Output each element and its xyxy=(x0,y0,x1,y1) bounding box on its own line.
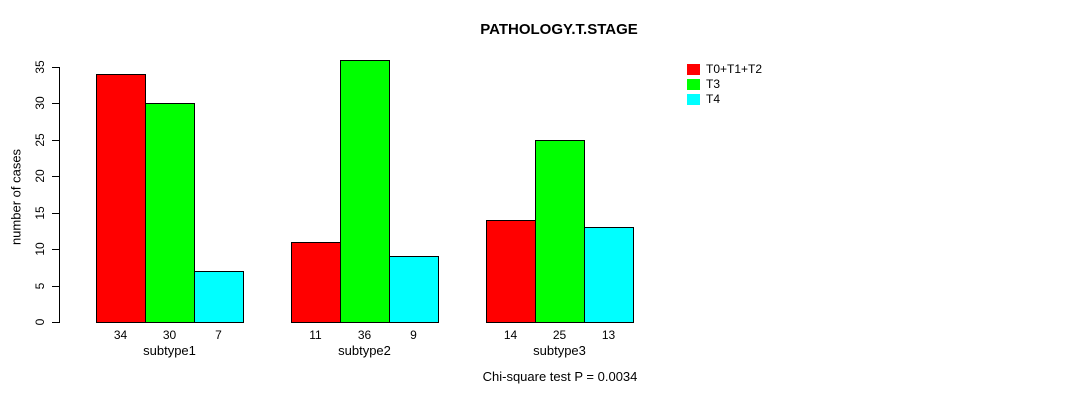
bar-subtype2-series1 xyxy=(340,60,390,323)
legend-swatch-icon xyxy=(687,94,700,105)
y-axis-tick xyxy=(52,103,59,104)
y-tick-label: 20 xyxy=(33,169,47,183)
legend-swatch-icon xyxy=(687,79,700,90)
category-label: subtype2 xyxy=(338,343,391,358)
y-tick-label: 0 xyxy=(33,318,47,326)
bar-subtype3-series1 xyxy=(535,140,585,323)
y-axis-line xyxy=(59,67,60,323)
legend-label: T4 xyxy=(706,92,721,106)
y-axis-tick xyxy=(52,213,59,214)
y-tick-label: 15 xyxy=(33,206,47,220)
bar-subtype1-series0 xyxy=(96,74,146,323)
category-label: subtype1 xyxy=(143,343,196,358)
y-axis-label: number of cases xyxy=(8,148,24,246)
legend-label: T0+T1+T2 xyxy=(706,62,763,76)
legend: T0+T1+T2 T3 T4 xyxy=(687,62,762,107)
chi-square-annotation: Chi-square test P = 0.0034 xyxy=(482,369,638,384)
y-axis-tick xyxy=(52,176,59,177)
bar-value-label: 25 xyxy=(552,328,567,342)
bar-value-label: 30 xyxy=(162,328,177,342)
chart-title: PATHOLOGY.T.STAGE xyxy=(480,21,638,38)
category-label: subtype3 xyxy=(533,343,586,358)
y-axis-tick xyxy=(52,322,59,323)
bar-value-label: 11 xyxy=(309,328,322,342)
y-tick-label: 25 xyxy=(33,133,47,147)
y-tick-label: 35 xyxy=(33,60,47,74)
y-axis-tick xyxy=(52,140,59,141)
y-tick-label: 10 xyxy=(33,242,47,256)
bar-value-label: 13 xyxy=(601,328,616,342)
bar-subtype1-series1 xyxy=(145,103,195,323)
legend-item: T0+T1+T2 xyxy=(687,62,762,77)
bar-value-label: 7 xyxy=(215,328,222,342)
y-tick-label: 30 xyxy=(33,96,47,110)
bar-value-label: 36 xyxy=(357,328,372,342)
bar-value-label: 34 xyxy=(113,328,128,342)
legend-item: T3 xyxy=(687,77,762,92)
bar-subtype3-series2 xyxy=(584,227,634,323)
legend-label: T3 xyxy=(706,77,721,91)
y-tick-label: 5 xyxy=(33,282,47,290)
legend-item: T4 xyxy=(687,92,762,107)
bar-subtype3-series0 xyxy=(486,220,536,323)
legend-swatch-icon xyxy=(687,64,700,75)
bar-value-label: 14 xyxy=(503,328,518,342)
bar-subtype2-series2 xyxy=(389,256,439,323)
y-axis-tick xyxy=(52,286,59,287)
bar-subtype1-series2 xyxy=(194,271,244,323)
bar-subtype2-series0 xyxy=(291,242,341,323)
bar-value-label: 9 xyxy=(410,328,417,342)
y-axis-tick xyxy=(52,67,59,68)
y-axis-tick xyxy=(52,249,59,250)
